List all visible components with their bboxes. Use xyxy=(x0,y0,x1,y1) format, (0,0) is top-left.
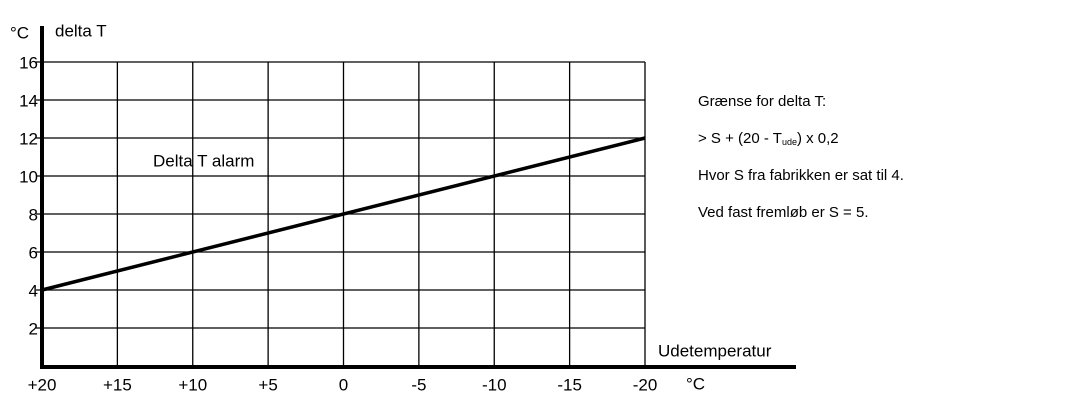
y-tick-label: 4 xyxy=(29,281,38,300)
x-tick-label: +5 xyxy=(258,375,277,394)
annotation: Hvor S fra fabrikken er sat til 4. xyxy=(698,167,904,184)
annotation-text: Hvor S fra fabrikken er sat til 4. xyxy=(698,167,904,184)
line-label: Delta T alarm xyxy=(153,151,254,170)
x-tick-label: +15 xyxy=(103,375,132,394)
x-tick-label: -15 xyxy=(557,375,582,394)
annotation-subscript: ude xyxy=(782,137,797,147)
x-tick-label: -20 xyxy=(633,375,658,394)
annotation-text: > S + (20 - T xyxy=(698,130,782,147)
annotation: Grænse for delta T: xyxy=(698,93,826,110)
y-tick-label: 16 xyxy=(19,53,38,72)
x-unit: °C xyxy=(686,374,705,393)
y-axis-label: delta T xyxy=(55,21,107,40)
y-tick-label: 8 xyxy=(29,205,38,224)
y-unit: °C xyxy=(10,23,29,42)
y-tick-label: 6 xyxy=(29,243,38,262)
x-axis-label: Udetemperatur xyxy=(658,341,772,360)
y-tick-label: 14 xyxy=(19,91,38,110)
x-tick-label: -5 xyxy=(411,375,426,394)
annotation-text: Ved fast fremløb er S = 5. xyxy=(698,204,869,221)
x-tick-label: +10 xyxy=(178,375,207,394)
annotation-text: Grænse for delta T: xyxy=(698,93,826,110)
annotation: > S + (20 - Tude) x 0,2 xyxy=(698,130,839,147)
y-tick-label: 2 xyxy=(29,319,38,338)
y-tick-label: 10 xyxy=(19,167,38,186)
y-tick-label: 12 xyxy=(19,129,38,148)
annotation: Ved fast fremløb er S = 5. xyxy=(698,204,869,221)
annotation-text: ) x 0,2 xyxy=(797,130,839,147)
line xyxy=(41,136,646,292)
x-tick-label: 0 xyxy=(339,375,348,394)
x-tick-label: +20 xyxy=(28,375,57,394)
x-tick-label: -10 xyxy=(482,375,507,394)
